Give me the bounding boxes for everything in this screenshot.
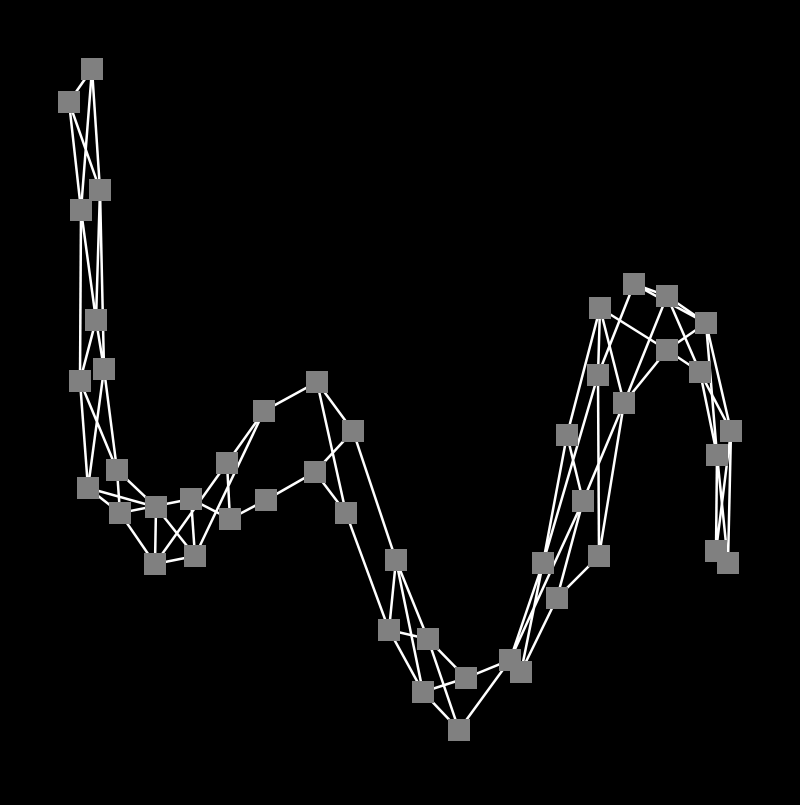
edge-n29-n34 [508, 500, 585, 661]
edge-n42-n44 [704, 322, 733, 432]
edge-n36-n37 [596, 307, 602, 376]
edge-n42-n45 [704, 322, 719, 456]
node-n20 [304, 461, 326, 483]
node-n45 [706, 444, 728, 466]
node-n27 [455, 667, 477, 689]
node-layer [58, 58, 742, 741]
edge-n3-n6 [98, 189, 106, 370]
edge-n2-n3 [67, 101, 102, 191]
node-n8 [106, 459, 128, 481]
node-n43 [689, 361, 711, 383]
edge-n29-n31 [508, 562, 545, 661]
node-n16 [219, 508, 241, 530]
edge-n44-n47 [726, 430, 733, 564]
node-n7 [69, 370, 91, 392]
edge-n33-n37 [565, 307, 602, 436]
edge-n23-n25 [394, 559, 430, 640]
node-n18 [255, 489, 277, 511]
edge-n9-n11 [87, 486, 157, 509]
node-n30 [510, 661, 532, 683]
node-n34 [572, 490, 594, 512]
node-n23 [385, 549, 407, 571]
edge-n31-n33 [541, 434, 569, 564]
node-n39 [623, 273, 645, 295]
node-n12 [144, 553, 166, 575]
edge-n30-n31 [519, 562, 545, 673]
edge-n44-n46 [714, 430, 733, 552]
node-n14 [180, 488, 202, 510]
node-n4 [70, 199, 92, 221]
node-n33 [556, 424, 578, 446]
edge-n6-n8 [102, 368, 119, 471]
edge-n4-n7 [78, 209, 83, 382]
edge-n37-n38 [598, 307, 626, 404]
edge-n37-n41 [599, 306, 668, 352]
edge-n1-n4 [79, 68, 94, 211]
edge-n19-n22 [315, 381, 348, 514]
edge-n7-n8 [78, 380, 119, 471]
node-n36 [587, 364, 609, 386]
node-n28 [448, 719, 470, 741]
node-n13 [184, 545, 206, 567]
node-n35 [588, 545, 610, 567]
node-n5 [85, 309, 107, 331]
edge-n43-n45 [698, 371, 719, 456]
edge-n28-n29 [457, 659, 512, 731]
node-n38 [613, 392, 635, 414]
edge-n38-n40 [622, 295, 669, 404]
edge-n45-n46 [714, 454, 719, 552]
edge-n22-n24 [344, 512, 391, 631]
node-n6 [93, 358, 115, 380]
node-n17 [253, 400, 275, 422]
node-n32 [546, 587, 568, 609]
edge-n2-n4 [67, 101, 83, 211]
edge-n36-n39 [596, 283, 636, 376]
edge-n31-n36 [541, 374, 600, 564]
edge-n7-n9 [78, 380, 90, 489]
node-n1 [81, 58, 103, 80]
node-n9 [77, 477, 99, 499]
edge-n35-n36 [596, 374, 601, 557]
edge-n21-n23 [351, 430, 398, 561]
edge-n30-n32 [519, 597, 559, 673]
node-n3 [89, 179, 111, 201]
node-n10 [109, 502, 131, 524]
node-n47 [717, 552, 739, 574]
edge-n40-n43 [665, 295, 702, 373]
node-n41 [656, 339, 678, 361]
edge-n4-n5 [79, 209, 98, 321]
node-n22 [335, 502, 357, 524]
node-n37 [589, 297, 611, 319]
node-n21 [342, 420, 364, 442]
node-n31 [532, 552, 554, 574]
edge-n32-n34 [555, 500, 585, 599]
node-n42 [695, 312, 717, 334]
edge-n34-n38 [581, 402, 626, 502]
edge-n23-n26 [394, 559, 425, 693]
node-n24 [378, 619, 400, 641]
edge-n35-n38 [597, 402, 626, 557]
edge-n6-n9 [86, 368, 106, 489]
edge-n23-n24 [387, 559, 398, 631]
edge-n1-n3 [90, 68, 102, 191]
node-n26 [412, 681, 434, 703]
node-n2 [58, 91, 80, 113]
node-n25 [417, 628, 439, 650]
node-n19 [306, 371, 328, 393]
node-n44 [720, 420, 742, 442]
node-n40 [656, 285, 678, 307]
node-n15 [216, 452, 238, 474]
node-n11 [145, 496, 167, 518]
edge-n13-n17 [193, 410, 266, 557]
